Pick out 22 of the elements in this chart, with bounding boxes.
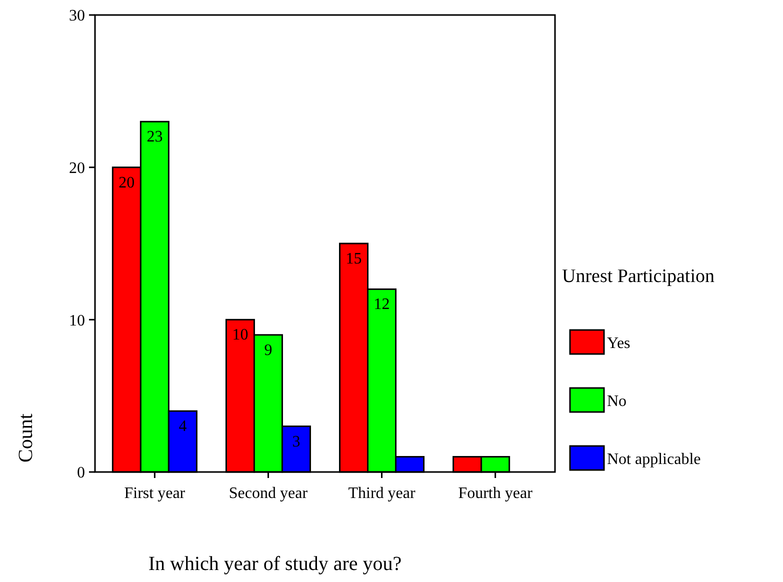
y-axis-title: Count: [15, 413, 37, 462]
data-label: 20: [118, 174, 135, 192]
data-label: 15: [346, 250, 362, 268]
data-label: 10: [232, 326, 248, 344]
legend-title: Unrest Participation: [562, 266, 715, 287]
x-tick-label: Second year: [228, 485, 308, 502]
x-tick-label: Third year: [348, 485, 416, 502]
y-tick-label: 20: [69, 160, 85, 177]
data-label: 9: [264, 342, 272, 359]
x-axis-title: In which year of study are you?: [148, 553, 402, 575]
y-tick-label: 30: [69, 8, 85, 25]
y-tick-label: 10: [69, 312, 85, 330]
data-label: 3: [292, 433, 300, 450]
y-tick-label: 0: [77, 464, 85, 482]
data-label: 23: [146, 128, 163, 146]
data-label: 4: [178, 418, 187, 436]
legend-label: Not applicable: [607, 451, 701, 468]
legend-label: No: [607, 393, 627, 410]
legend-label: Yes: [607, 335, 630, 352]
x-tick-label: First year: [124, 485, 186, 502]
data-label: 12: [374, 296, 390, 314]
x-tick-label: Fourth year: [458, 485, 534, 502]
